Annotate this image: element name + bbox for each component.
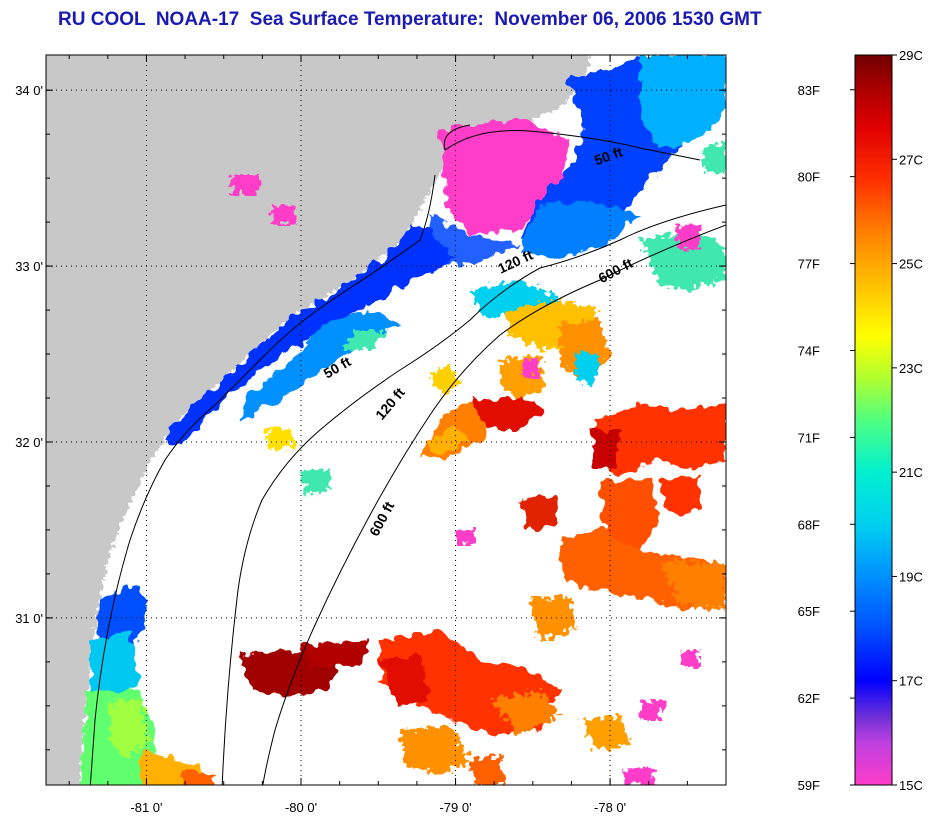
land-mass: [46, 55, 591, 785]
lon-tick-label: -81 0': [130, 800, 162, 815]
colorbar-fahrenheit-label: 62F: [798, 691, 820, 706]
isobath-120ft: [221, 204, 726, 785]
colorbar-frame: [854, 54, 893, 786]
colorbar-celsius-label: 15C: [899, 778, 923, 793]
lon-tick-label: -79 0': [439, 800, 471, 815]
colorbar-celsius-label: 25C: [899, 257, 923, 272]
colorbar-fahrenheit-label: 83F: [798, 83, 820, 98]
colorbar-fahrenheit-label: 68F: [798, 517, 820, 532]
lat-tick-label: 34 0': [15, 83, 43, 98]
lon-tick-label: -80 0': [285, 800, 317, 815]
colorbar-fahrenheit-label: 77F: [798, 257, 820, 272]
isobath-50ft: [89, 130, 701, 785]
colorbar-celsius-label: 29C: [899, 48, 923, 63]
map-title: RU COOL NOAA-17 Sea Surface Temperature:…: [58, 9, 762, 30]
colorbar-fahrenheit-label: 59F: [798, 778, 820, 793]
colorbar-celsius-label: 27C: [899, 152, 923, 167]
colorbar-fahrenheit-label: 71F: [798, 430, 820, 445]
colorbar-celsius-label: 23C: [899, 361, 923, 376]
lat-tick-label: 33 0': [15, 259, 43, 274]
colorbar-celsius-label: 21C: [899, 465, 923, 480]
map-frame: [45, 54, 727, 786]
axis-labels: -81 0' -80 0' -79 0' -78 0' 31 0' 32 0' 33 0' 3…: [15, 83, 626, 815]
lat-tick-label: 31 0': [15, 611, 43, 626]
sst-data-layer: [82, 55, 726, 785]
lon-tick-label: -78 0': [594, 800, 626, 815]
colorbar-fahrenheit-label: 80F: [798, 170, 820, 185]
graticule-grid: [46, 55, 726, 785]
isobath-600ft: [262, 224, 726, 785]
axis-ticks: [46, 55, 727, 785]
lat-tick-label: 32 0': [15, 435, 43, 450]
colorbar-celsius-label: 17C: [899, 674, 923, 689]
colorbar-fahrenheit-label: 65F: [798, 604, 820, 619]
isobath-contours: [89, 124, 726, 785]
colorbar: 15C 17C 19C 21C 23C 25C 27C 29C 59F 62F 65F 68F 71F 7…: [798, 48, 923, 793]
colorbar-gradient: [855, 55, 892, 785]
colorbar-fahrenheit-label: 74F: [798, 343, 820, 358]
colorbar-celsius-label: 19C: [899, 569, 923, 584]
